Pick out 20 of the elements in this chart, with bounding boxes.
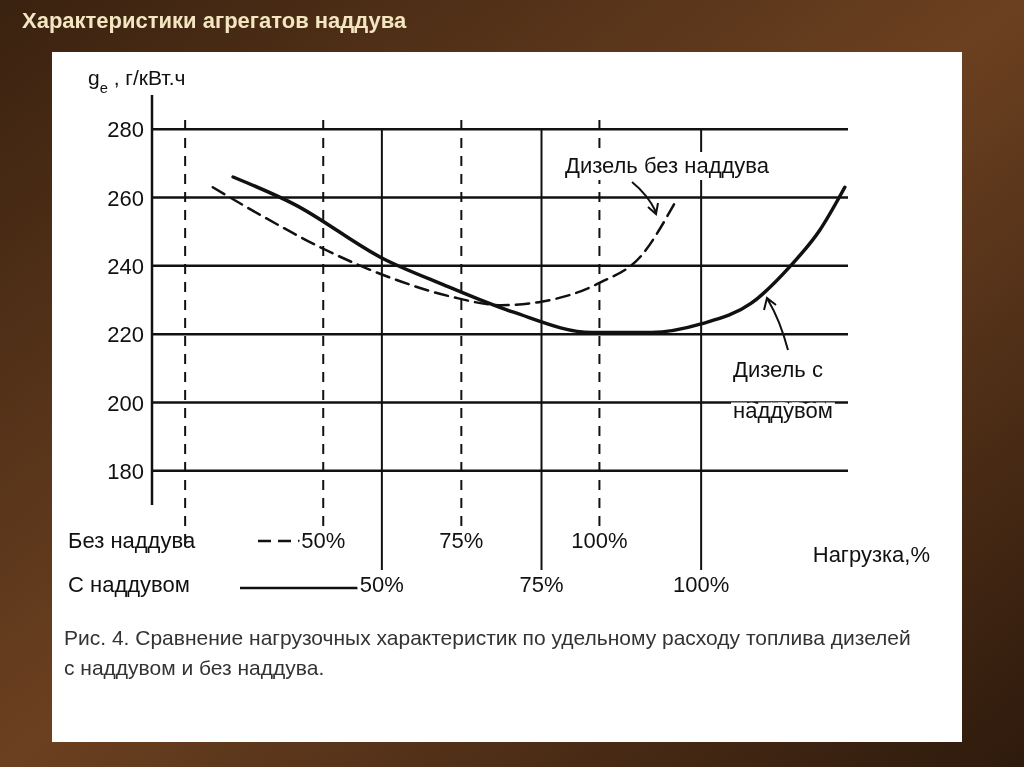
y-tick-label: 220 xyxy=(107,322,144,348)
text: Рис. 4. Сравнение нагрузочных характеристик по удельному расходу топлива дизелей с наддувом и без наддува. xyxy=(64,626,911,679)
y-tick-label: 280 xyxy=(107,117,144,143)
x2-tick-label: 75% xyxy=(439,528,484,553)
chart-title: Характеристики агрегатов наддува xyxy=(22,8,407,33)
y-tick-label: 200 xyxy=(107,390,144,416)
y-tick-label: 180 xyxy=(107,458,144,484)
y-tick-label: 240 xyxy=(107,253,144,279)
x-tick-label: 75% xyxy=(519,572,564,597)
x2-tick-label: 100% xyxy=(571,528,628,553)
legend-label: Дизель с наддувом xyxy=(733,357,833,423)
x-tick-label: 50% xyxy=(359,572,404,597)
x2-tick-label: 50% xyxy=(301,528,346,553)
x-tick-label: 100% xyxy=(673,572,730,597)
x-axis-title: С наддувом xyxy=(68,572,190,597)
y-tick-label: 260 xyxy=(107,185,144,211)
x2-axis-title: Без наддува xyxy=(68,528,196,553)
y-axis-title: g$_{e}$, г/кВт.ч xyxy=(88,66,186,96)
text: Нагрузка,% xyxy=(812,542,930,567)
series-label: Дизель без наддува xyxy=(565,153,770,178)
